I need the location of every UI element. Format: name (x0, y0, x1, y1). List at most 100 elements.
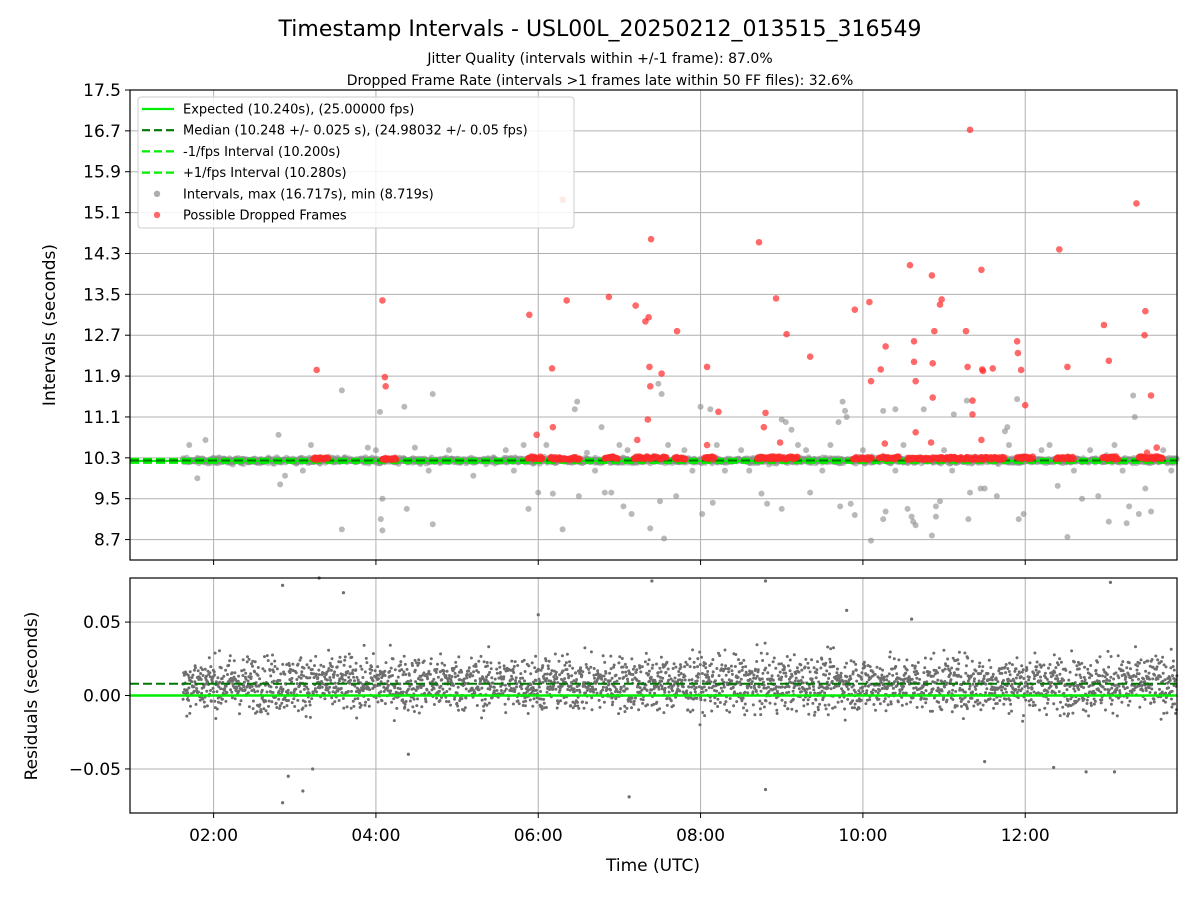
dropped-frame-point (989, 365, 997, 372)
residual-point (503, 702, 507, 706)
residual-point (524, 699, 528, 703)
interval-point (1070, 467, 1077, 474)
residual-point (392, 697, 396, 701)
residual-point (669, 699, 673, 703)
residual-point (618, 690, 622, 694)
interval-point (624, 447, 631, 454)
residual-point (705, 673, 709, 677)
residual-point (186, 691, 190, 695)
residual-point (420, 678, 424, 682)
residual-point (573, 704, 577, 708)
residual-point (732, 704, 736, 708)
residual-point (185, 688, 189, 692)
residual-point (839, 675, 843, 679)
residual-point (803, 665, 807, 669)
residual-point (690, 678, 694, 682)
residual-point (371, 679, 375, 683)
residual-point (325, 678, 329, 682)
residual-point (587, 667, 591, 671)
residual-point (874, 689, 878, 693)
dropped-frame-point (1153, 444, 1161, 451)
dropped-frame-point (927, 439, 935, 446)
residual-point (843, 707, 847, 711)
residual-point (703, 714, 707, 718)
dropped-frame-point (646, 383, 654, 390)
residual-point (531, 704, 535, 708)
residual-point (521, 704, 525, 707)
residual-point (692, 660, 696, 664)
residual-point (362, 643, 366, 647)
residual-point (572, 690, 576, 694)
residual-point (868, 665, 872, 669)
residual-point (219, 666, 223, 670)
residual-point (290, 676, 294, 680)
intervals-y-tick-label: 13.5 (83, 285, 121, 305)
interval-point (1046, 442, 1053, 449)
residual-point (379, 680, 383, 684)
residual-point (748, 677, 752, 681)
residual-point (743, 702, 747, 706)
residual-point (707, 686, 711, 690)
residual-point (779, 678, 783, 682)
residual-point (361, 689, 365, 693)
residual-point (656, 671, 660, 675)
interval-point (658, 390, 665, 397)
residual-point (571, 666, 575, 670)
residual-point (286, 688, 290, 692)
residual-point (348, 665, 352, 669)
dropped-frame-point (1158, 454, 1166, 462)
residual-point (411, 705, 415, 709)
residual-point (602, 700, 606, 704)
residual-point (759, 689, 763, 693)
residual-point (401, 698, 405, 702)
residual-point (697, 685, 701, 689)
residual-point (292, 697, 296, 701)
residual-point (816, 708, 820, 712)
residual-point (341, 677, 344, 681)
residual-point (230, 696, 234, 700)
residual-point (802, 704, 806, 708)
residual-point (457, 708, 460, 712)
residual-point (407, 673, 411, 677)
interval-point (1126, 503, 1133, 510)
residual-point (322, 665, 326, 669)
residual-point (630, 706, 633, 710)
residual-point (780, 685, 784, 689)
residual-point (435, 696, 439, 700)
residual-point (331, 702, 335, 706)
residual-point (215, 690, 219, 694)
residual-point (829, 647, 833, 651)
residual-point (763, 641, 767, 645)
residual-point (367, 704, 371, 708)
residual-point (547, 659, 551, 663)
residual-point (807, 712, 811, 716)
residual-point (439, 684, 443, 688)
residual-point (388, 691, 392, 695)
residual-point (464, 696, 468, 700)
interval-point (868, 537, 875, 544)
residual-point (477, 659, 481, 663)
residual-point (813, 691, 817, 695)
residual-point (785, 655, 789, 658)
residual-point (455, 701, 459, 705)
residual-point (699, 698, 703, 702)
residual-point (314, 654, 318, 658)
residual-point (600, 677, 604, 681)
residual-point (637, 679, 641, 683)
residual-point (495, 671, 499, 675)
dropped-frame-point (962, 327, 970, 335)
interval-point (1015, 516, 1022, 523)
residual-point (404, 700, 408, 703)
residual-point (483, 680, 487, 684)
residual-point (363, 670, 367, 674)
residual-point (432, 677, 436, 681)
residual-point (612, 665, 616, 669)
residual-point (333, 700, 337, 704)
residual-point (201, 668, 204, 672)
residual-point (837, 684, 841, 688)
residual-point (435, 667, 439, 671)
residual-point (752, 684, 756, 688)
residual-point (826, 686, 830, 690)
residual-point (370, 668, 374, 672)
residual-point (502, 677, 505, 681)
